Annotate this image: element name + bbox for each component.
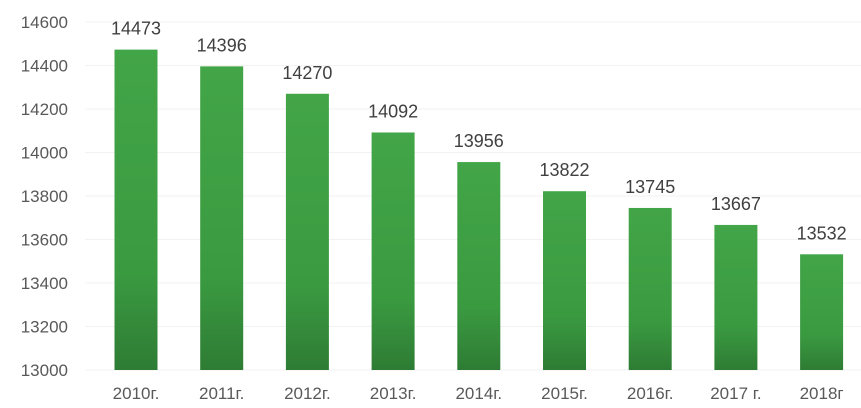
data-label: 14473 — [111, 19, 161, 39]
x-tick-label: 2014г. — [455, 384, 502, 403]
y-tick-label: 13600 — [21, 231, 68, 250]
y-tick-label: 13200 — [21, 318, 68, 337]
x-tick-label: 2015г. — [541, 384, 588, 403]
y-tick-label: 14400 — [21, 57, 68, 76]
x-tick-label: 2017 г. — [710, 384, 761, 403]
bar — [457, 162, 501, 370]
x-tick-label: 2013г. — [370, 384, 417, 403]
bar — [543, 191, 586, 370]
bar — [371, 132, 415, 370]
bar — [285, 93, 329, 371]
y-tick-label: 14000 — [21, 144, 68, 163]
data-label: 13822 — [539, 160, 589, 180]
y-tick-label: 14600 — [21, 13, 68, 32]
x-tick-label: 2018г — [800, 384, 844, 403]
data-label: 14270 — [282, 63, 332, 83]
y-tick-label: 13000 — [21, 361, 68, 380]
x-tick-label: 2016г. — [627, 384, 674, 403]
data-label: 14092 — [368, 101, 418, 121]
y-tick-label: 14200 — [21, 100, 68, 119]
data-label: 14396 — [197, 35, 247, 55]
bar — [714, 224, 758, 370]
data-labels: 14473 14396 14270 14092 13956 13822 13745 13667… — [111, 19, 847, 244]
bar — [800, 254, 844, 370]
y-tick-label: 13400 — [21, 274, 68, 293]
bar — [200, 66, 244, 371]
data-label: 13667 — [711, 194, 761, 214]
data-label: 13532 — [797, 223, 847, 243]
x-axis-tick-labels: 2010г. 2011г. 2012г. 2013г. 2014г. 2015г. 2016… — [113, 384, 844, 403]
x-tick-label: 2011г. — [199, 384, 244, 403]
bar — [114, 49, 158, 371]
y-axis-tick-labels: 13000 13200 13400 13600 13800 14000 14200 14400… — [21, 13, 68, 380]
x-tick-label: 2012г. — [284, 384, 331, 403]
bars — [114, 49, 844, 371]
y-tick-label: 13800 — [21, 187, 68, 206]
x-tick-label: 2010г. — [113, 384, 160, 403]
data-label: 13745 — [625, 177, 675, 197]
bar — [628, 207, 672, 370]
data-label: 13956 — [454, 131, 504, 151]
